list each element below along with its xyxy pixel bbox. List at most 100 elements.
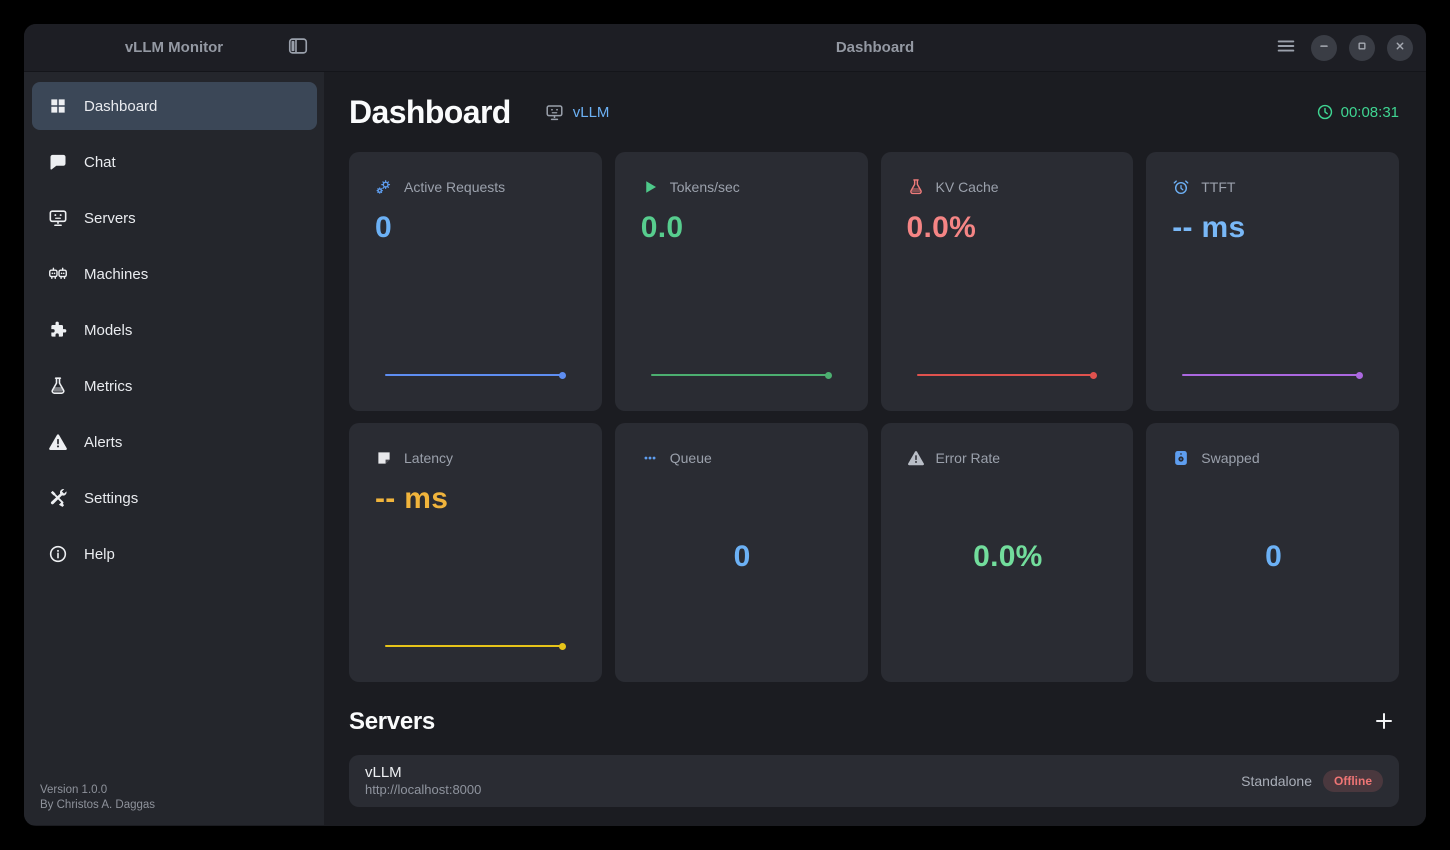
- clock-icon: [1316, 103, 1334, 121]
- metric-card-latency: Latency -- ms: [349, 423, 602, 682]
- titlebar-main-section: Dashboard: [324, 24, 1426, 71]
- metric-label: Swapped: [1201, 450, 1260, 466]
- metric-value: 0.0%: [906, 211, 977, 244]
- titlebar-sidebar-section: vLLM Monitor: [24, 24, 324, 71]
- sparkline: [385, 371, 566, 379]
- disk-icon: [1172, 449, 1190, 467]
- metrics-grid: Active Requests 0 Tokens/sec: [349, 152, 1399, 682]
- metric-label: Tokens/sec: [669, 179, 740, 195]
- sidebar-toggle-button[interactable]: [285, 35, 311, 61]
- machines-icon: [48, 264, 68, 284]
- warning-triangle-icon: [48, 432, 68, 452]
- metric-value: 0.0%: [973, 539, 1043, 573]
- app-title: vLLM Monitor: [124, 39, 224, 56]
- metric-card-tokens-per-sec: Tokens/sec 0.0: [614, 152, 868, 411]
- sidebar-item-label: Chat: [84, 153, 116, 171]
- servers-section-header: Servers: [349, 700, 1399, 744]
- server-row-vllm[interactable]: vLLM http://localhost:8000 Standalone Of…: [349, 755, 1399, 807]
- play-icon: [641, 178, 659, 196]
- version-text: Version 1.0.0: [40, 783, 108, 796]
- metric-card-ttft: TTFT -- ms: [1146, 152, 1399, 411]
- server-mode: Standalone: [1241, 773, 1312, 789]
- minimize-icon: [1315, 37, 1333, 58]
- sidebar-item-metrics[interactable]: Metrics: [32, 362, 317, 410]
- metric-label: Queue: [669, 450, 712, 466]
- alarm-clock-icon: [1172, 178, 1190, 196]
- monitor-icon: [545, 103, 564, 122]
- tools-icon: [48, 488, 68, 508]
- author-text: By Christos A. Daggas: [40, 799, 156, 812]
- sidebar-toggle-icon: [287, 35, 309, 60]
- metric-value: -- ms: [375, 482, 449, 515]
- metric-label: Error Rate: [935, 450, 1001, 466]
- sidebar-item-label: Help: [84, 545, 115, 563]
- window-controls: [1273, 34, 1413, 61]
- warning-triangle-icon: [907, 449, 925, 467]
- sidebar-item-label: Dashboard: [84, 97, 158, 115]
- grid-icon: [48, 96, 68, 116]
- close-button[interactable]: [1387, 34, 1413, 61]
- sparkline: [916, 371, 1098, 379]
- info-circle-icon: [48, 544, 68, 564]
- metric-value: 0: [1265, 539, 1283, 573]
- sidebar-item-label: Models: [84, 321, 133, 339]
- active-server-link[interactable]: vLLM: [545, 103, 610, 122]
- metric-label: KV Cache: [935, 179, 999, 195]
- metric-value: 0: [733, 539, 751, 573]
- hamburger-menu-button[interactable]: [1273, 35, 1299, 61]
- app-window: vLLM Monitor Dashboard: [24, 24, 1426, 826]
- sidebar-item-machines[interactable]: Machines: [32, 250, 317, 298]
- sidebar-item-servers[interactable]: Servers: [32, 194, 317, 242]
- metric-label: TTFT: [1201, 179, 1236, 195]
- sidebar-item-label: Settings: [84, 489, 139, 507]
- sidebar-item-label: Metrics: [84, 377, 133, 395]
- maximize-icon: [1353, 37, 1371, 58]
- gears-icon: [375, 178, 393, 196]
- sidebar-item-models[interactable]: Models: [32, 306, 317, 354]
- sidebar-item-settings[interactable]: Settings: [32, 474, 317, 522]
- server-name: vLLM: [365, 763, 402, 781]
- close-icon: [1391, 37, 1409, 58]
- plus-icon: [1372, 709, 1396, 736]
- uptime-value: 00:08:31: [1340, 103, 1399, 121]
- sidebar-item-dashboard[interactable]: Dashboard: [32, 82, 317, 130]
- chat-bubble-icon: [48, 152, 68, 172]
- window-title: Dashboard: [835, 39, 915, 56]
- sidebar-item-label: Alerts: [84, 433, 123, 451]
- note-icon: [375, 449, 393, 467]
- metric-card-queue: Queue 0: [614, 423, 868, 682]
- content-header: Dashboard vLLM 00:08:31: [349, 72, 1399, 152]
- status-badge: Offline: [1323, 770, 1383, 792]
- metric-card-kv-cache: KV Cache 0.0%: [880, 152, 1134, 411]
- app-body: Dashboard Chat Servers Machines: [24, 72, 1426, 825]
- sidebar-item-label: Servers: [84, 209, 136, 227]
- metric-value: 0: [375, 211, 392, 244]
- queue-dots-icon: [641, 449, 659, 467]
- sidebar-item-help[interactable]: Help: [32, 530, 317, 578]
- metric-label: Latency: [404, 450, 454, 466]
- maximize-button[interactable]: [1349, 34, 1375, 61]
- metric-label: Active Requests: [404, 179, 506, 195]
- sparkline: [650, 371, 832, 379]
- add-server-button[interactable]: [1369, 707, 1399, 737]
- metric-card-swapped: Swapped 0: [1146, 423, 1399, 682]
- active-server-name: vLLM: [572, 103, 610, 121]
- sidebar-item-chat[interactable]: Chat: [32, 138, 317, 186]
- puzzle-icon: [48, 320, 68, 340]
- metric-value: -- ms: [1172, 211, 1246, 244]
- page-title: Dashboard: [349, 93, 511, 130]
- sidebar-footer: Version 1.0.0 By Christos A. Daggas: [40, 783, 155, 814]
- minimize-button[interactable]: [1311, 34, 1337, 61]
- uptime: 00:08:31: [1316, 103, 1399, 121]
- sidebar-item-alerts[interactable]: Alerts: [32, 418, 317, 466]
- sparkline: [1182, 371, 1363, 379]
- server-url: http://localhost:8000: [365, 782, 482, 798]
- metric-card-active-requests: Active Requests 0: [349, 152, 602, 411]
- metric-card-error-rate: Error Rate 0.0%: [880, 423, 1134, 682]
- sparkline: [385, 642, 566, 650]
- sidebar-item-label: Machines: [84, 265, 149, 283]
- metric-value: 0.0: [640, 211, 684, 244]
- servers-section-title: Servers: [349, 708, 435, 735]
- flask-icon: [907, 178, 925, 196]
- sidebar: Dashboard Chat Servers Machines: [24, 72, 324, 825]
